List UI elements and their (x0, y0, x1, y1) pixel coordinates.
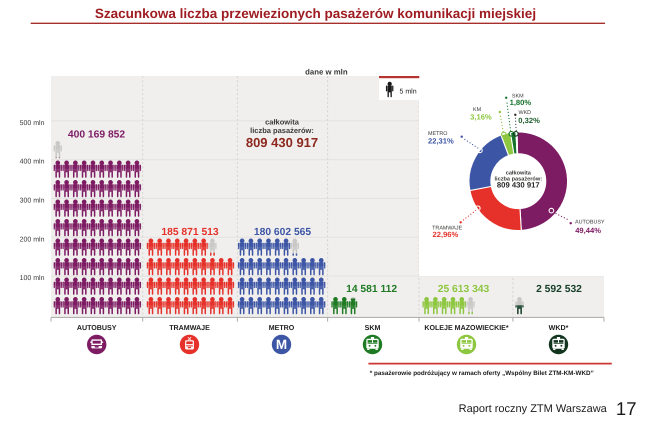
svg-text:TRAMWAJE: TRAMWAJE (432, 226, 462, 232)
svg-text:KOLEJE MAZOWIECKIE*: KOLEJE MAZOWIECKIE* (424, 324, 509, 332)
svg-text:49,44%: 49,44% (575, 226, 601, 235)
svg-text:METRO: METRO (428, 131, 447, 137)
svg-text:17: 17 (616, 398, 637, 419)
svg-text:SKM: SKM (512, 93, 524, 99)
svg-text:AUTOBUSY: AUTOBUSY (77, 324, 117, 332)
svg-text:100 mln: 100 mln (20, 274, 45, 282)
svg-text:* pasażerowie podróżujący w ra: * pasażerowie podróżujący w ramach ofert… (370, 370, 594, 377)
svg-text:TRAMWAJE: TRAMWAJE (169, 324, 210, 332)
svg-text:liczba pasażerów:: liczba pasażerów: (495, 176, 543, 183)
svg-text:22,96%: 22,96% (433, 230, 459, 239)
svg-text:25 613 343: 25 613 343 (438, 284, 490, 295)
svg-text:Raport roczny ZTM Warszawa: Raport roczny ZTM Warszawa (459, 403, 608, 415)
svg-text:AUTOBUSY: AUTOBUSY (575, 220, 605, 226)
svg-text:180 602 565: 180 602 565 (254, 227, 312, 238)
svg-text:22,31%: 22,31% (428, 137, 454, 146)
svg-text:5 mln: 5 mln (400, 88, 417, 96)
svg-text:809 430 917: 809 430 917 (246, 135, 318, 150)
svg-text:400 mln: 400 mln (20, 158, 45, 166)
svg-text:KM: KM (473, 107, 482, 113)
svg-text:M: M (276, 337, 287, 352)
svg-text:500 mln: 500 mln (20, 119, 45, 127)
svg-text:dane w mln: dane w mln (305, 67, 348, 76)
svg-text:3,16%: 3,16% (470, 113, 492, 122)
svg-text:0,32%: 0,32% (518, 116, 540, 125)
svg-text:1,80%: 1,80% (510, 98, 532, 107)
svg-text:14 581 112: 14 581 112 (346, 284, 397, 295)
svg-text:METRO: METRO (269, 324, 295, 332)
svg-text:2 592 532: 2 592 532 (536, 284, 582, 295)
svg-text:400 169 852: 400 169 852 (68, 130, 126, 141)
svg-text:WKD*: WKD* (549, 324, 569, 332)
svg-text:liczba pasażerów:: liczba pasażerów: (250, 126, 314, 135)
svg-text:200 mln: 200 mln (20, 235, 45, 243)
svg-text:Szacunkowa liczba przewieziony: Szacunkowa liczba przewiezionych pasażer… (95, 6, 536, 21)
svg-text:WKD: WKD (519, 110, 532, 116)
svg-text:SKM: SKM (365, 324, 381, 332)
svg-text:całkowita: całkowita (506, 169, 532, 176)
svg-text:całkowita: całkowita (265, 118, 300, 127)
svg-text:809 430 917: 809 430 917 (497, 180, 540, 189)
svg-text:300 mln: 300 mln (20, 197, 45, 205)
svg-text:185 871 513: 185 871 513 (161, 227, 219, 238)
